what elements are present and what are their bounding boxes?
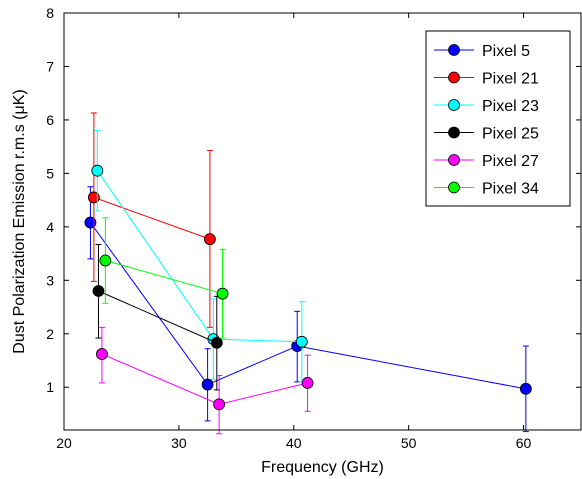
data-point [204,233,216,246]
series-line [96,170,302,343]
legend-marker [448,154,460,166]
legend-label: Pixel 34 [482,181,539,198]
data-point [91,164,104,177]
legend-marker [448,181,460,194]
series-line [101,353,308,405]
plot-content [84,112,532,435]
y-tick-label: 6 [46,112,54,128]
data-point [210,336,223,349]
data-point [519,382,532,395]
data-point [216,287,229,300]
series-line [93,196,211,240]
series-pixel-21 [87,112,216,328]
x-tick-label: 30 [171,435,187,451]
data-point [87,191,100,204]
series-pixel-27 [96,326,314,435]
data-point [84,216,97,229]
series-pixel-34 [99,217,229,339]
data-point [92,285,105,297]
axis-ticks [63,12,581,430]
series-line [105,260,223,295]
y-tick-label: 7 [46,58,54,74]
data-point [301,377,314,389]
y-axis-label: Dust Polarization Emission r.m.s (μK) [11,89,28,353]
series-pixel-23 [91,130,308,383]
series-line [98,290,218,344]
legend-marker [448,99,460,111]
y-tick-label: 5 [46,165,54,181]
legend-label: Pixel 23 [482,98,539,115]
data-point [295,335,308,348]
y-tick-label: 2 [46,326,54,342]
y-tick-label: 4 [46,219,54,235]
legend-marker [448,71,460,84]
series-line [90,222,526,390]
series-pixel-25 [92,243,223,391]
y-tick-label: 1 [46,379,54,395]
tick-labels: 20 30 40 50 60 1 2 3 4 5 6 7 8 [46,5,531,451]
y-tick-label: 3 [46,272,54,288]
legend-label: Pixel 21 [482,71,539,88]
data-point [213,398,226,411]
plot-frame [63,12,582,431]
legend: Pixel 5 Pixel 21 Pixel 23 Pixel 25 Pixel 27 P… [425,30,571,207]
legend-label: Pixel 25 [482,126,539,143]
data-point [201,378,214,391]
x-tick-label: 50 [401,435,417,451]
legend-marker [448,126,460,139]
y-tick-label: 8 [46,5,54,21]
legend-box [425,30,571,207]
x-tick-label: 20 [56,435,72,451]
x-axis-label: Frequency (GHz) [261,459,384,476]
legend-label: Pixel 27 [482,153,539,170]
legend-marker [448,44,460,56]
data-point [99,254,112,267]
series-pixel-5 [84,186,532,433]
x-tick-label: 60 [516,435,532,451]
legend-label: Pixel 5 [482,43,530,60]
data-point [96,348,108,360]
x-tick-label: 40 [286,435,302,451]
